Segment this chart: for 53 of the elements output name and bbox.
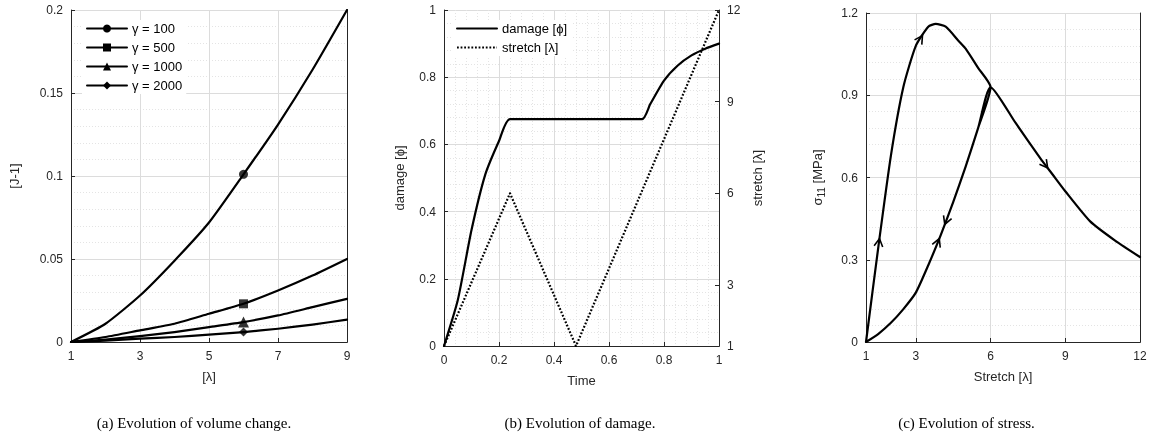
legend-label: γ = 1000 (132, 59, 183, 74)
x-tick-label: 1 (862, 349, 870, 363)
y-tick-label: 0.6 (841, 170, 859, 185)
y-tick-label: 0 (851, 335, 859, 349)
x-axis-title: [λ] (202, 369, 216, 384)
y2-axis-title: stretch [λ] (750, 149, 766, 207)
y2-tick-label: 9 (727, 94, 734, 109)
legend-label: stretch [λ] (502, 40, 559, 55)
y2-tick-label: 12 (727, 3, 741, 17)
x-tick-label: 9 (343, 349, 351, 363)
y-tick-label: 0.2 (46, 3, 64, 17)
y-tick-label: 0 (429, 339, 437, 353)
x-tick-label: 5 (205, 349, 213, 363)
x-tick-label: 3 (912, 349, 920, 363)
y2-tick-label: 6 (727, 186, 734, 201)
x-tick-label: 9 (1061, 349, 1069, 363)
y-tick-label: 0.8 (419, 70, 437, 85)
y-tick-label: 0.05 (39, 252, 64, 266)
y-tick-label: 1.2 (841, 6, 859, 20)
y-tick-label: 0.3 (841, 252, 859, 267)
legend-label: damage [ϕ] (502, 21, 568, 36)
x-tick-label: 0.6 (600, 353, 618, 367)
x-axis-title: Time (567, 373, 596, 388)
y2-tick-label: 1 (727, 339, 734, 353)
legend-label: γ = 2000 (132, 78, 183, 93)
x-tick-label: 3 (136, 349, 144, 363)
x-tick-label: 1 (715, 353, 723, 367)
x-tick-label: 1 (67, 349, 75, 363)
x-tick-label: 0.8 (655, 353, 673, 367)
y-tick-label: 0.9 (841, 88, 859, 103)
x-tick-label: 0.2 (490, 353, 508, 367)
y-tick-label: 0.15 (39, 86, 64, 100)
x-tick-label: 12 (1133, 349, 1147, 363)
y-axis-title: damage [ϕ] (392, 145, 407, 211)
text: (c) Evolution of stress. (898, 414, 1035, 432)
y-axis-title: σ11 [MPa] (809, 149, 827, 206)
y-axis-title: [J-1] (7, 163, 22, 189)
legend-label: γ = 100 (132, 21, 176, 36)
y-tick-label: 0.6 (419, 137, 437, 152)
y-tick-label: 0 (56, 335, 64, 349)
y-tick-label: 0.2 (419, 271, 437, 286)
x-tick-label: 7 (274, 349, 282, 363)
y-tick-label: 0.4 (419, 204, 437, 219)
legend-label: γ = 500 (132, 40, 176, 55)
x-tick-label: 0.4 (545, 353, 563, 367)
text: (b) Evolution of damage. (504, 414, 656, 432)
y-tick-label: 0.1 (46, 169, 64, 183)
x-tick-label: 6 (987, 349, 995, 363)
x-tick-label: 0 (440, 353, 448, 367)
text: (a) Evolution of volume change. (96, 414, 292, 432)
x-axis-title: Stretch [λ] (973, 369, 1033, 384)
y-tick-label: 1 (429, 3, 437, 17)
y2-tick-label: 3 (727, 277, 734, 292)
